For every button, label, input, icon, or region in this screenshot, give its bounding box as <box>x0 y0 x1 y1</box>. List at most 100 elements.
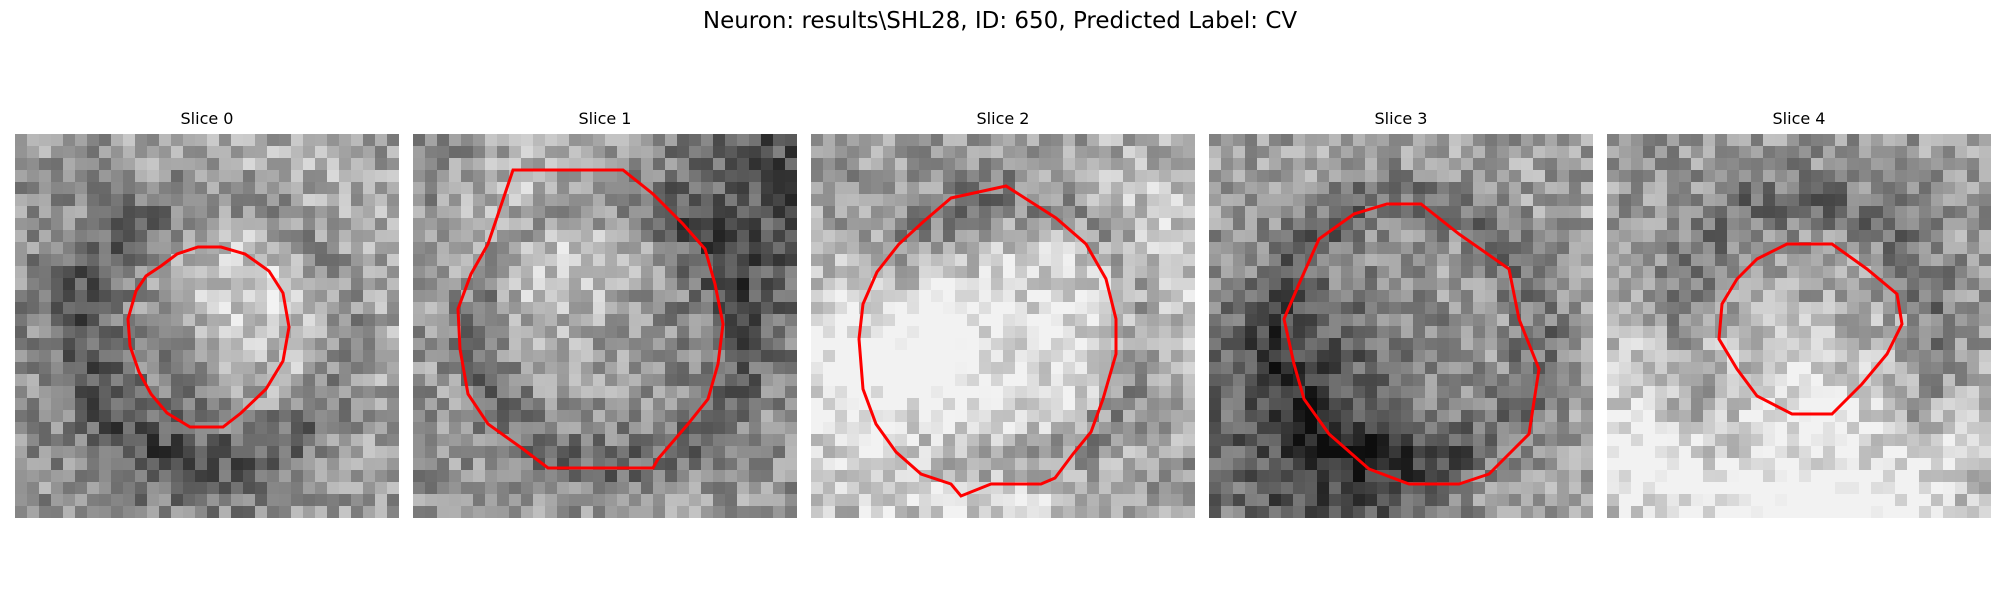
pixel <box>883 206 896 219</box>
pixel <box>737 242 750 255</box>
pixel <box>1967 374 1980 387</box>
pixel <box>1039 218 1052 231</box>
pixel <box>1895 410 1908 423</box>
pixel <box>1317 206 1330 219</box>
pixel <box>111 170 124 183</box>
pixel <box>1003 506 1016 518</box>
pixel <box>521 374 534 387</box>
pixel <box>1159 158 1172 171</box>
pixel <box>231 290 244 303</box>
pixel <box>919 482 932 495</box>
pixel <box>773 458 786 471</box>
pixel <box>919 134 932 147</box>
pixel <box>87 218 100 231</box>
pixel <box>713 182 726 195</box>
pixel <box>521 158 534 171</box>
pixel <box>291 446 304 459</box>
pixel <box>1557 218 1570 231</box>
pixel <box>593 374 606 387</box>
pixel <box>111 482 124 495</box>
pixel <box>749 314 762 327</box>
pixel <box>1027 326 1040 339</box>
pixel <box>303 158 316 171</box>
pixel <box>991 386 1004 399</box>
pixel <box>665 386 678 399</box>
pixel <box>1461 302 1474 315</box>
pixel <box>761 338 774 351</box>
pixel <box>255 242 268 255</box>
pixel <box>1739 386 1752 399</box>
pixel <box>1437 158 1450 171</box>
pixel <box>1895 254 1908 267</box>
pixel <box>1739 446 1752 459</box>
pixel <box>449 194 462 207</box>
pixel <box>1751 182 1764 195</box>
pixel <box>147 506 160 518</box>
pixel <box>1607 146 1620 159</box>
pixel <box>761 326 774 339</box>
pixel <box>1135 266 1148 279</box>
pixel <box>1727 410 1740 423</box>
pixel <box>51 446 64 459</box>
pixel <box>509 158 522 171</box>
pixel <box>1377 266 1390 279</box>
pixel <box>919 458 932 471</box>
pixel <box>267 422 280 435</box>
pixel <box>1727 458 1740 471</box>
pixel <box>171 194 184 207</box>
pixel <box>653 146 666 159</box>
pixel <box>99 434 112 447</box>
pixel <box>1691 134 1704 147</box>
pixel <box>183 158 196 171</box>
pixel <box>1401 338 1414 351</box>
pixel <box>617 494 630 507</box>
pixel <box>701 158 714 171</box>
pixel <box>871 446 884 459</box>
pixel <box>967 302 980 315</box>
pixel <box>1437 194 1450 207</box>
pixel <box>581 350 594 363</box>
pixel <box>581 422 594 435</box>
pixel <box>1281 206 1294 219</box>
pixel <box>473 458 486 471</box>
pixel <box>569 434 582 447</box>
pixel <box>267 470 280 483</box>
pixel <box>75 134 88 147</box>
pixel <box>1377 182 1390 195</box>
pixel <box>1437 458 1450 471</box>
pixel <box>533 170 546 183</box>
pixel <box>761 458 774 471</box>
pixel <box>1631 326 1644 339</box>
pixel <box>629 194 642 207</box>
pixel <box>63 266 76 279</box>
pixel <box>1775 434 1788 447</box>
pixel <box>1183 422 1195 435</box>
pixel <box>677 134 690 147</box>
pixel <box>1305 458 1318 471</box>
pixel <box>919 290 932 303</box>
pixel <box>1533 422 1546 435</box>
pixel <box>1233 494 1246 507</box>
pixel <box>629 182 642 195</box>
pixel <box>1449 350 1462 363</box>
pixel <box>1557 326 1570 339</box>
pixel <box>665 170 678 183</box>
pixel <box>291 230 304 243</box>
pixel <box>1063 266 1076 279</box>
pixel <box>1051 446 1064 459</box>
pixel <box>785 242 797 255</box>
pixel <box>955 362 968 375</box>
pixel <box>291 338 304 351</box>
pixel <box>1377 410 1390 423</box>
pixel <box>183 482 196 495</box>
pixel <box>847 146 860 159</box>
pixel <box>1811 218 1824 231</box>
pixel <box>497 494 510 507</box>
pixel <box>1051 182 1064 195</box>
pixel <box>967 338 980 351</box>
pixel <box>943 302 956 315</box>
pixel <box>425 374 438 387</box>
pixel <box>1775 386 1788 399</box>
pixel <box>605 182 618 195</box>
pixel <box>1135 338 1148 351</box>
